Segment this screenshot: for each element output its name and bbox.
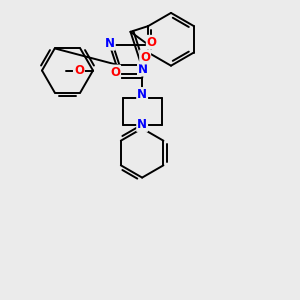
Text: O: O bbox=[140, 50, 150, 64]
Text: O: O bbox=[110, 65, 120, 79]
Text: N: N bbox=[138, 62, 148, 76]
Text: N: N bbox=[137, 118, 147, 131]
Text: O: O bbox=[74, 64, 84, 77]
Text: O: O bbox=[147, 36, 157, 49]
Text: N: N bbox=[105, 37, 115, 50]
Text: N: N bbox=[137, 88, 147, 101]
